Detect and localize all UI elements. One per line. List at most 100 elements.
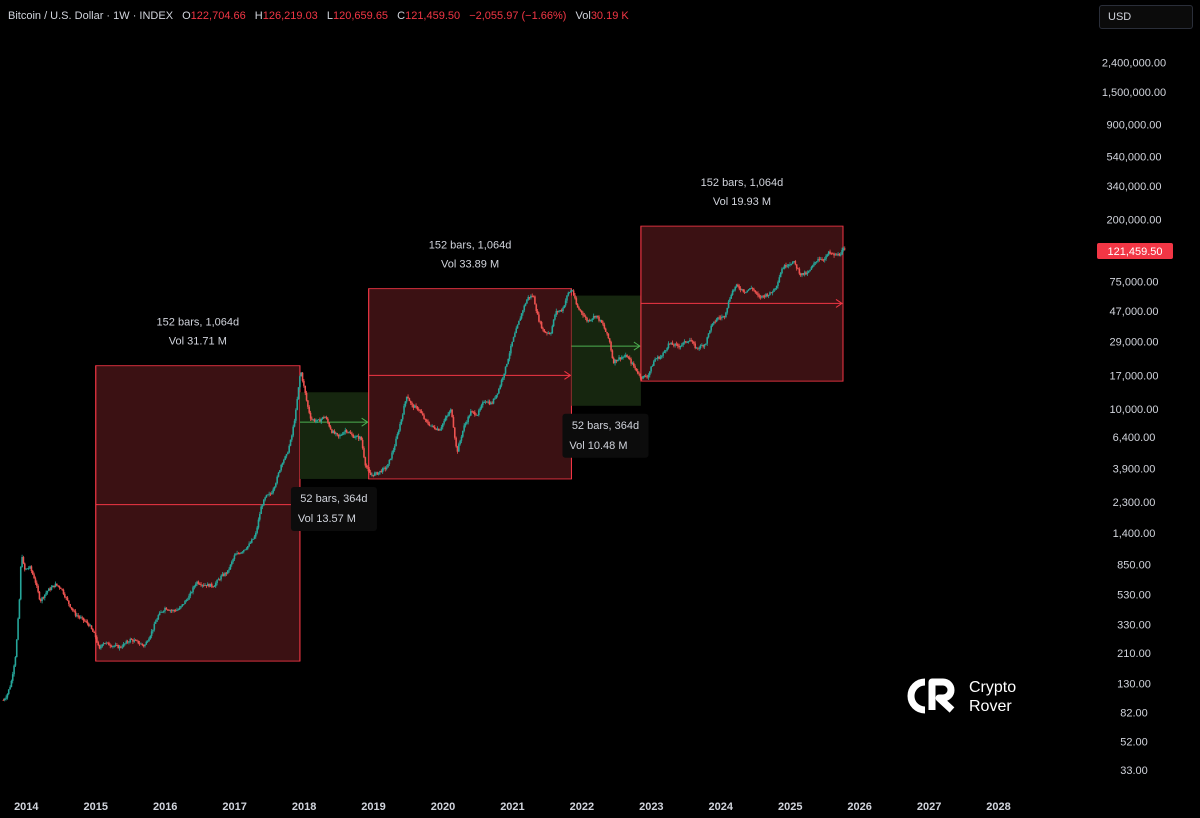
candle-299 <box>401 413 404 422</box>
range-label-vol-1: Vol 31.71 M <box>169 336 227 348</box>
candle-body <box>673 344 675 346</box>
candle-340 <box>456 445 459 454</box>
candle-297 <box>399 421 401 432</box>
candle-217 <box>292 424 294 438</box>
candle-body <box>19 566 22 600</box>
range-box-1[interactable] <box>95 365 301 662</box>
candle-356 <box>478 408 480 417</box>
candle-body <box>590 319 592 321</box>
candle-body <box>192 587 194 593</box>
candle-161 <box>217 577 220 581</box>
candle-body <box>738 286 741 289</box>
candle-body <box>357 435 360 439</box>
candle-body <box>337 434 340 437</box>
candle-395 <box>530 294 532 300</box>
candle-145 <box>196 580 198 586</box>
candle-body <box>200 584 202 586</box>
candle-146 <box>197 580 200 585</box>
candle-body <box>164 607 166 611</box>
candle-584 <box>782 266 785 270</box>
candle-389 <box>522 309 524 316</box>
candle-396 <box>531 293 534 298</box>
candle-body <box>709 330 711 334</box>
candle-222 <box>299 375 301 390</box>
candle-547 <box>733 288 735 293</box>
candle-187 <box>252 538 254 540</box>
candle-139 <box>188 593 190 600</box>
candle-body <box>833 253 835 256</box>
x-tick-label-2025: 2025 <box>778 801 802 813</box>
candle-475 <box>636 368 639 375</box>
candle-body <box>120 646 122 648</box>
candle-body <box>837 253 839 256</box>
candle-283 <box>380 469 383 473</box>
candle-441 <box>591 318 594 323</box>
candle-195 <box>263 499 265 506</box>
range-label-bars-2: 52 bars, 364d <box>300 493 367 505</box>
symbol-title[interactable]: Bitcoin / U.S. Dollar · 1W · INDEX <box>8 10 174 22</box>
candle-279 <box>375 471 377 476</box>
candle-149 <box>201 584 204 588</box>
candle-body <box>56 583 58 586</box>
candle-296 <box>397 429 400 436</box>
candle-body <box>220 575 222 580</box>
candle-216 <box>291 434 293 442</box>
candle-560 <box>750 285 753 289</box>
candle-616 <box>825 254 827 261</box>
candle-body <box>634 366 636 369</box>
candle-body <box>37 585 39 592</box>
candle-body <box>411 402 413 405</box>
candle-body <box>669 343 671 345</box>
candle-body <box>185 599 188 601</box>
candle-body <box>803 272 806 275</box>
time-axis[interactable]: 2014 2015 2016 2017 2018 2019 2020 2021 2022 2023… <box>14 801 1011 813</box>
candle-330 <box>443 419 445 426</box>
candle-196 <box>264 496 266 502</box>
candle-body <box>112 645 114 647</box>
candle-body <box>339 435 341 437</box>
candle-404 <box>542 326 544 332</box>
candle-417 <box>559 309 562 312</box>
candle-596 <box>798 267 801 276</box>
candle-30 <box>42 596 45 600</box>
low-value: 120,659.65 <box>333 10 389 22</box>
candle-274 <box>368 467 371 474</box>
candle-440 <box>590 319 592 322</box>
candle-407 <box>546 331 548 336</box>
candle-54 <box>74 609 77 618</box>
candle-body <box>276 476 278 484</box>
candle-body <box>136 640 138 642</box>
candle-75 <box>102 642 105 646</box>
candle-body <box>749 288 751 290</box>
range-box-3[interactable] <box>368 288 572 480</box>
price-axis[interactable]: 2,400,000.00 1,500,000.00 900,000.00 540,00… <box>1097 57 1173 777</box>
candle-body <box>495 395 497 399</box>
candle-body <box>498 388 500 394</box>
candle-body <box>759 296 762 298</box>
candle-body <box>93 631 96 633</box>
candle-body <box>686 341 688 343</box>
candle-body <box>835 254 838 256</box>
candle-386 <box>518 320 520 325</box>
candle-body <box>86 621 89 624</box>
candle-body <box>100 646 102 649</box>
candle-body <box>558 311 560 312</box>
candle-83 <box>113 645 116 648</box>
candle-body <box>18 599 21 619</box>
candle-605 <box>810 265 813 270</box>
candle-424 <box>568 291 571 294</box>
candle-body <box>635 368 638 372</box>
candle-497 <box>666 347 668 352</box>
candle-545 <box>730 293 733 300</box>
candle-323 <box>433 424 436 430</box>
candle-body <box>365 465 368 468</box>
candle-370 <box>496 393 499 398</box>
candle-600 <box>803 270 806 277</box>
candle-body <box>42 597 45 599</box>
currency-button[interactable]: USD <box>1099 5 1193 29</box>
candle-body <box>116 644 118 646</box>
candle-body <box>464 423 467 426</box>
candle-body <box>654 358 656 362</box>
x-tick-label-2014: 2014 <box>14 801 39 813</box>
